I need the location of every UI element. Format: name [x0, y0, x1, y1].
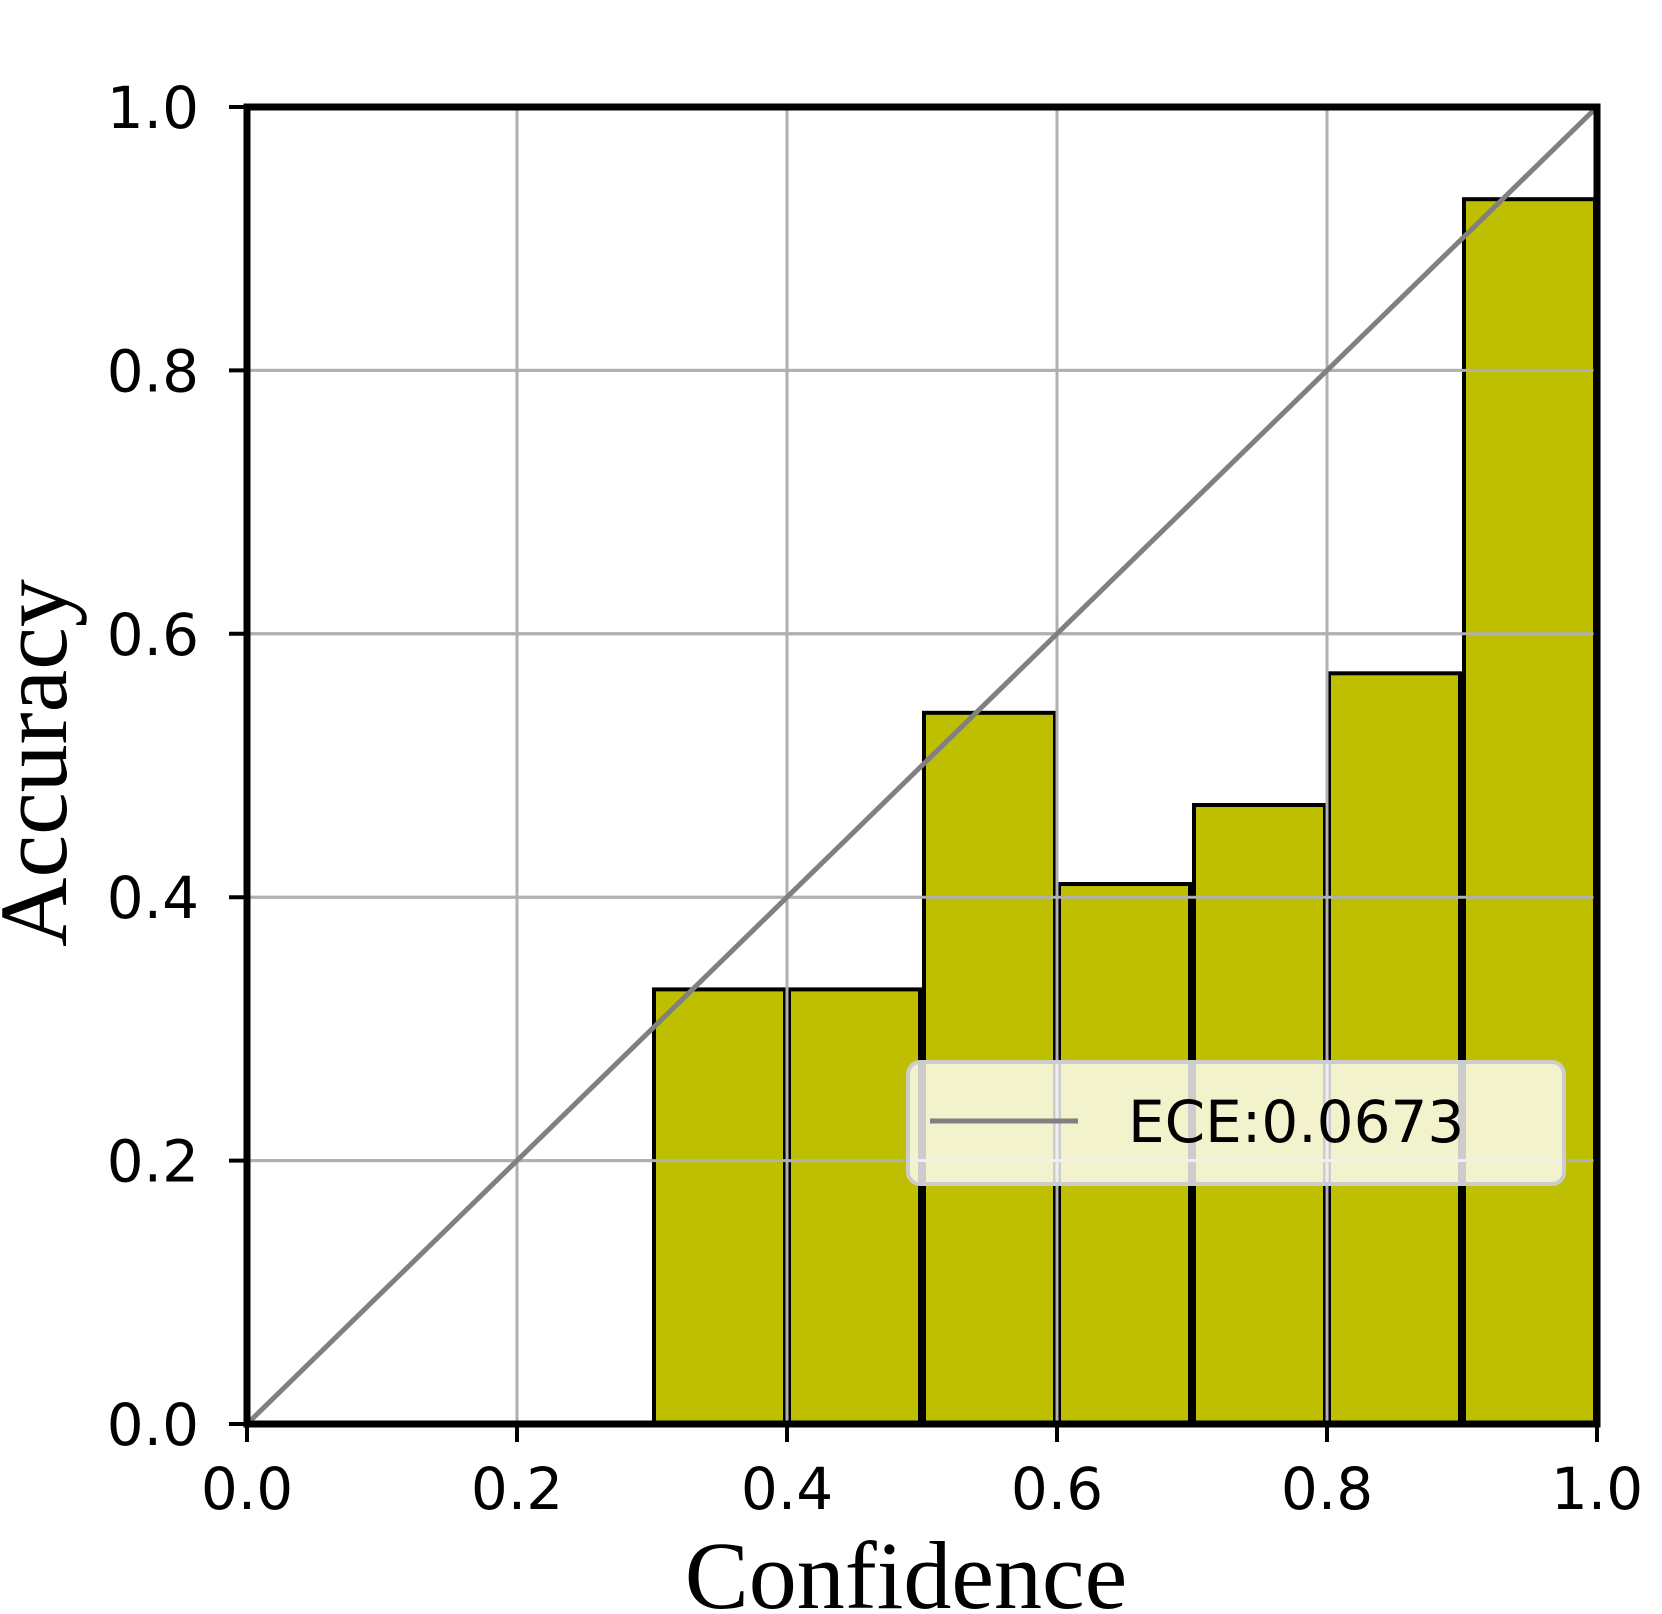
y-tick-label: 0.0	[107, 1391, 199, 1459]
y-tick-label: 0.6	[107, 601, 199, 669]
x-tick-label: 0.0	[201, 1455, 293, 1523]
legend-label: ECE:0.0673	[1128, 1088, 1464, 1156]
plot-frame	[243, 103, 1601, 1428]
diagonal-group	[245, 105, 1599, 1426]
x-tick-label: 0.4	[741, 1455, 833, 1523]
legend: ECE:0.0673	[906, 1060, 1566, 1186]
y-tick-label: 1.0	[107, 74, 199, 142]
x-tick-label: 0.6	[1011, 1455, 1103, 1523]
x-axis-title: Confidence	[685, 1522, 1128, 1614]
axes-frame	[243, 103, 1601, 1428]
x-tick-label: 1.0	[1551, 1455, 1643, 1523]
bar	[1462, 197, 1597, 1427]
ticks-group: 0.0 0.2 0.4 0.6 0.8 1.0 0.0 0.2 0.4 0.6 0.8 1.0	[107, 74, 1643, 1523]
x-tick-label: 0.2	[471, 1455, 563, 1523]
y-tick-label: 0.4	[107, 864, 199, 932]
y-tick-label: 0.2	[107, 1128, 199, 1196]
legend-box	[906, 1060, 1566, 1186]
x-tick-label: 0.8	[1281, 1455, 1373, 1523]
y-axis-title: Accuracy	[0, 579, 87, 947]
y-tick-label: 0.8	[107, 337, 199, 405]
bar	[652, 987, 787, 1426]
bar	[1327, 671, 1462, 1426]
bar	[787, 987, 922, 1426]
diagonal-line	[245, 105, 1599, 1426]
